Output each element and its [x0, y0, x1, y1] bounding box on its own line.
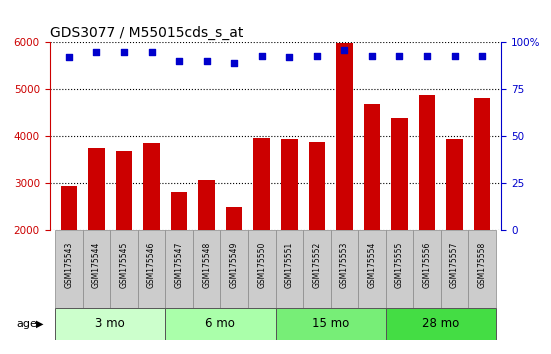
Text: 28 mo: 28 mo — [422, 318, 460, 330]
Bar — [281, 139, 298, 230]
Bar — [419, 96, 435, 230]
Point — [257, 53, 266, 58]
Text: GSM175553: GSM175553 — [340, 242, 349, 288]
Text: GSM175543: GSM175543 — [64, 242, 73, 288]
Bar — [468, 230, 496, 308]
Text: GDS3077 / M55015cds_s_at: GDS3077 / M55015cds_s_at — [50, 26, 243, 40]
Point — [147, 49, 156, 55]
Point — [340, 47, 349, 53]
Bar — [364, 104, 380, 230]
Point — [92, 49, 101, 55]
Text: GSM175545: GSM175545 — [120, 242, 128, 288]
Bar — [386, 308, 496, 340]
Text: 6 mo: 6 mo — [206, 318, 235, 330]
Text: GSM175558: GSM175558 — [478, 242, 487, 288]
Bar — [55, 308, 165, 340]
Text: GSM175546: GSM175546 — [147, 242, 156, 288]
Bar — [253, 138, 270, 230]
Text: GSM175555: GSM175555 — [395, 242, 404, 288]
Bar — [171, 192, 187, 230]
Point — [175, 58, 183, 64]
Text: GSM175544: GSM175544 — [92, 242, 101, 288]
Bar — [88, 148, 105, 230]
Bar — [336, 43, 353, 230]
Bar — [358, 230, 386, 308]
Point — [450, 53, 459, 58]
Bar — [303, 230, 331, 308]
Point — [285, 55, 294, 60]
Bar — [61, 185, 77, 230]
Point — [395, 53, 404, 58]
Bar — [143, 143, 160, 230]
Bar — [386, 230, 413, 308]
Point — [230, 60, 239, 66]
Bar — [276, 230, 303, 308]
Bar — [116, 151, 132, 230]
Point — [312, 53, 321, 58]
Point — [368, 53, 376, 58]
Text: GSM175547: GSM175547 — [175, 242, 183, 288]
Text: GSM175552: GSM175552 — [312, 242, 321, 288]
Bar — [391, 119, 408, 230]
Text: age: age — [17, 319, 37, 329]
Text: GSM175549: GSM175549 — [230, 242, 239, 288]
Bar — [193, 230, 220, 308]
Bar — [226, 207, 242, 230]
Text: 15 mo: 15 mo — [312, 318, 349, 330]
Bar — [309, 142, 325, 230]
Text: GSM175548: GSM175548 — [202, 242, 211, 288]
Point — [478, 53, 487, 58]
Text: GSM175557: GSM175557 — [450, 242, 459, 288]
Text: GSM175554: GSM175554 — [368, 242, 376, 288]
Bar — [83, 230, 110, 308]
Text: GSM175551: GSM175551 — [285, 242, 294, 288]
Text: GSM175556: GSM175556 — [423, 242, 431, 288]
Bar — [474, 98, 490, 230]
Bar — [165, 308, 276, 340]
Text: ▶: ▶ — [36, 319, 44, 329]
Text: 3 mo: 3 mo — [95, 318, 125, 330]
Bar — [220, 230, 248, 308]
Bar — [110, 230, 138, 308]
Bar — [138, 230, 165, 308]
Bar — [331, 230, 358, 308]
Point — [120, 49, 128, 55]
Bar — [413, 230, 441, 308]
Bar — [165, 230, 193, 308]
Bar — [248, 230, 276, 308]
Bar — [441, 230, 468, 308]
Bar — [55, 230, 83, 308]
Bar — [276, 308, 386, 340]
Text: GSM175550: GSM175550 — [257, 242, 266, 288]
Point — [423, 53, 431, 58]
Bar — [198, 181, 215, 230]
Bar — [446, 139, 463, 230]
Point — [64, 55, 73, 60]
Point — [202, 58, 211, 64]
